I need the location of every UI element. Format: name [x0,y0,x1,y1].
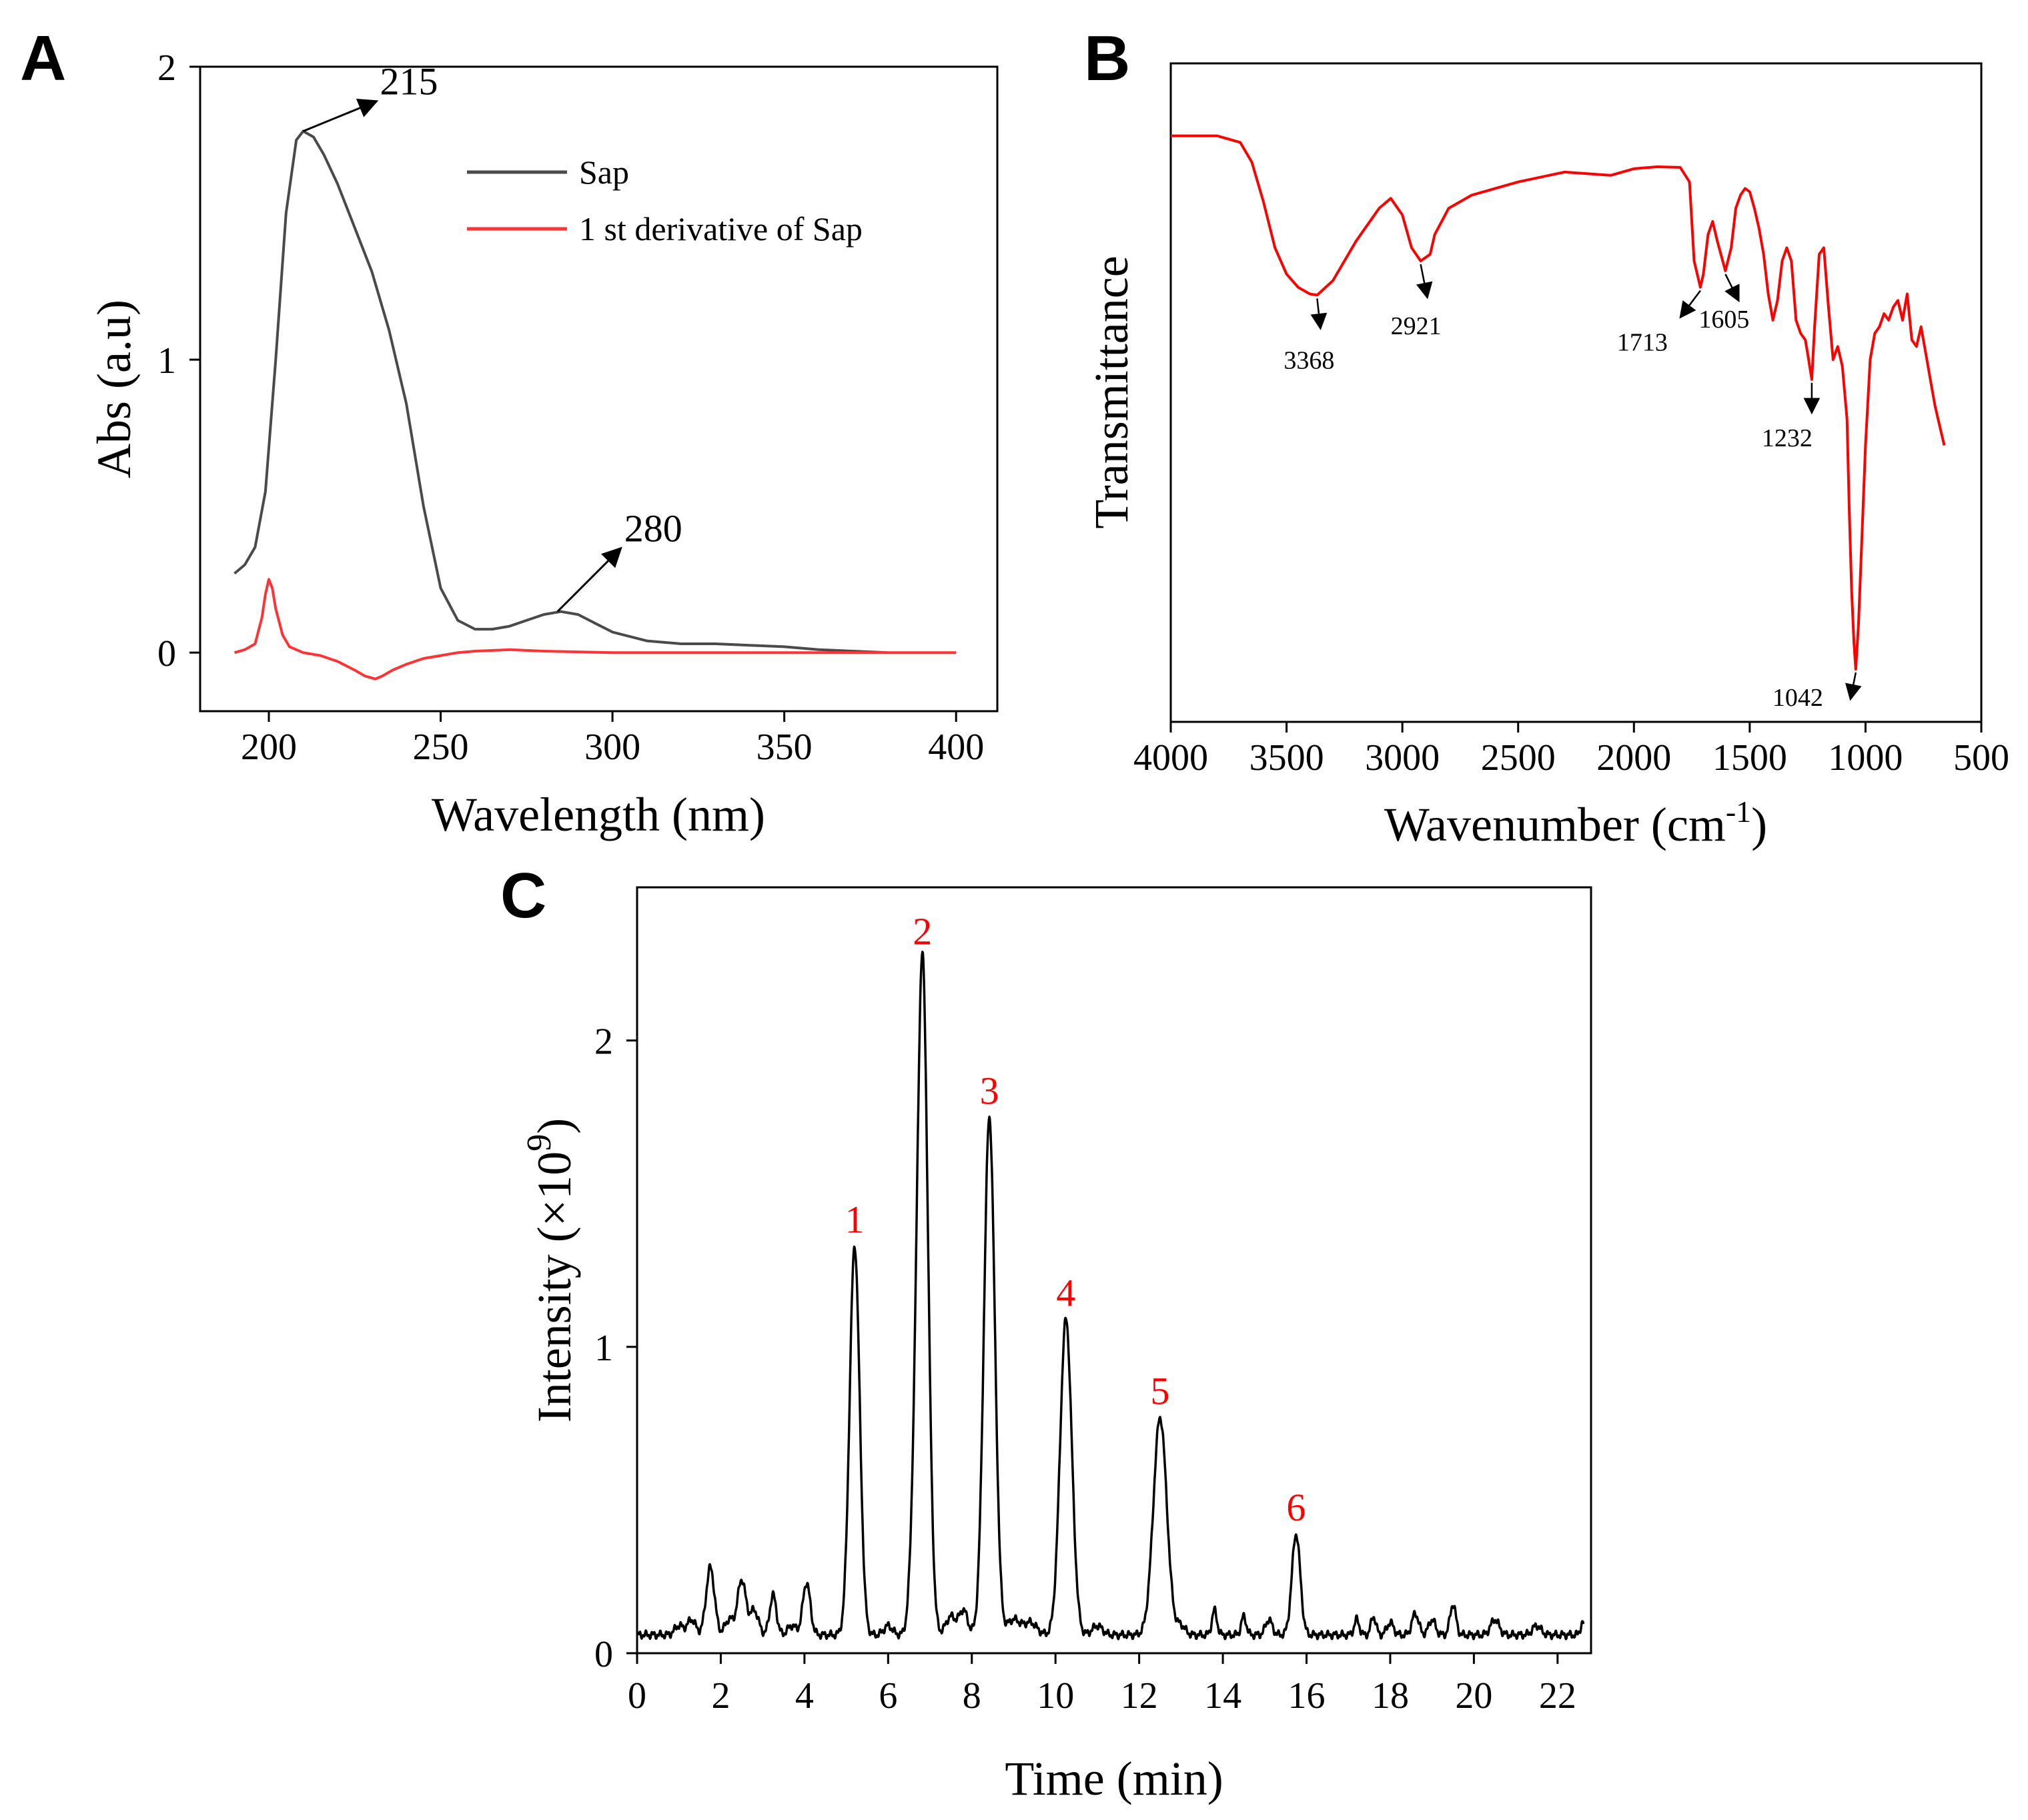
series-ftir [1171,134,1946,670]
x-tick-label: 250 [413,727,469,768]
legend-label-sap: Sap [579,153,629,191]
panel-a-xlabel: Wavelength (nm) [432,788,765,841]
panel-c-ylabel-text: Intensity (×10 [528,1152,581,1423]
annotation-label: 3368 [1284,346,1334,374]
x-tick-label: 2500 [1481,737,1556,779]
x-tick-label: 4000 [1133,737,1208,779]
panel-a-ylabel: Abs (a.u) [87,300,141,478]
x-tick-label: 2 [711,1675,730,1717]
panel-b-series [1171,134,1946,670]
panel-b-ylabel: Transmittance [1085,256,1138,528]
panel-a-ticks: 200 250 300 350 400 0 1 2 [157,47,984,768]
panel-c-xlabel: Time (min) [1005,1752,1223,1805]
annotation-label: 1713 [1617,329,1668,357]
x-tick-label: 1500 [1712,737,1787,779]
panel-letter-b: B [1084,23,1130,94]
series-sap [233,129,888,654]
x-tick-label: 3500 [1249,737,1324,779]
x-tick-label: 8 [963,1675,981,1717]
y-tick-label: 1 [157,340,176,382]
annotation-arrow [1845,672,1862,701]
x-tick-label: 18 [1372,1675,1409,1717]
panel-b: 4000 3500 3000 2500 2000 1500 1000 500 3368 2921… [1085,62,2009,851]
panel-c-peak-labels: 1 2 3 4 5 6 [845,910,1306,1529]
peak-label: 4 [1056,1271,1075,1314]
peak-label: 5 [1150,1369,1169,1412]
x-tick-label: 2000 [1596,737,1671,779]
panel-b-xlabel: Wavenumber (cm-1) [1384,795,1767,851]
peak-label: 3 [980,1069,999,1112]
y-tick-label: 0 [594,1634,613,1675]
annotation-arrow [1679,290,1701,319]
panel-c-ylabel: Intensity (×109) [520,1118,581,1423]
x-tick-label: 14 [1204,1675,1241,1717]
annotation-label: 1042 [1772,684,1823,712]
y-tick-label: 0 [157,633,176,674]
annotation-label: 280 [624,507,682,550]
panel-b-xlabel-sup: -1 [1726,795,1751,829]
x-tick-label: 3000 [1365,737,1440,779]
panel-c-ylabel-close: ) [528,1118,581,1134]
x-tick-label: 6 [879,1675,897,1717]
panel-a-frame [199,65,999,713]
x-tick-label: 1000 [1828,737,1903,779]
x-tick-label: 400 [928,727,984,768]
annotation-arrow [556,546,622,612]
x-tick-label: 500 [1953,737,2009,779]
legend-label-derivative: 1 st derivative of Sap [579,210,863,248]
x-tick-label: 350 [756,727,813,768]
y-tick-label: 1 [594,1328,613,1369]
panel-a-annotations: 215 280 [302,60,682,612]
annotation-arrow [302,98,379,132]
x-tick-label: 300 [584,727,640,768]
panel-b-frame [1169,62,1983,723]
x-tick-label: 4 [795,1675,814,1717]
panel-c-series [636,950,1586,1641]
panel-b-xlabel-text: Wavenumber (cm [1384,798,1726,851]
x-tick-label: 12 [1121,1675,1158,1717]
panel-a: 200 250 300 350 400 0 1 2 Sap 1 st derivative o… [87,47,999,841]
x-tick-label: 0 [628,1675,646,1717]
annotation-label: 1232 [1762,424,1813,452]
series-chromatogram [636,950,1586,1641]
panel-b-ticks: 4000 3500 3000 2500 2000 1500 1000 500 [1133,722,2009,779]
panel-c-frame [636,886,1592,1655]
panel-letter-a: A [20,23,66,94]
y-tick-label: 2 [157,47,176,89]
panel-a-legend: Sap 1 st derivative of Sap [467,153,863,248]
annotation-label: 1605 [1698,306,1749,334]
panel-b-annotations: 3368 2921 1713 1605 1232 1042 [1284,264,1862,712]
panel-letter-c: C [500,860,546,931]
panel-c-ylabel-sup: 9 [520,1134,558,1152]
x-tick-label: 200 [241,727,297,768]
panel-a-series [233,129,957,680]
annotation-arrow [1724,274,1740,303]
y-tick-label: 2 [594,1021,613,1063]
annotation-label: 2921 [1391,312,1442,340]
annotation-arrow [1416,264,1433,300]
x-tick-label: 10 [1037,1675,1074,1717]
series-derivative [233,578,957,680]
annotation-label: 215 [380,60,438,103]
x-tick-label: 22 [1539,1675,1576,1717]
peak-label: 6 [1286,1486,1306,1529]
panel-b-xlabel-close: ) [1751,798,1767,851]
x-tick-label: 20 [1455,1675,1492,1717]
peak-label: 2 [913,910,932,953]
annotation-arrow [1310,298,1328,330]
peak-label: 1 [845,1198,865,1241]
x-tick-label: 16 [1288,1675,1326,1717]
